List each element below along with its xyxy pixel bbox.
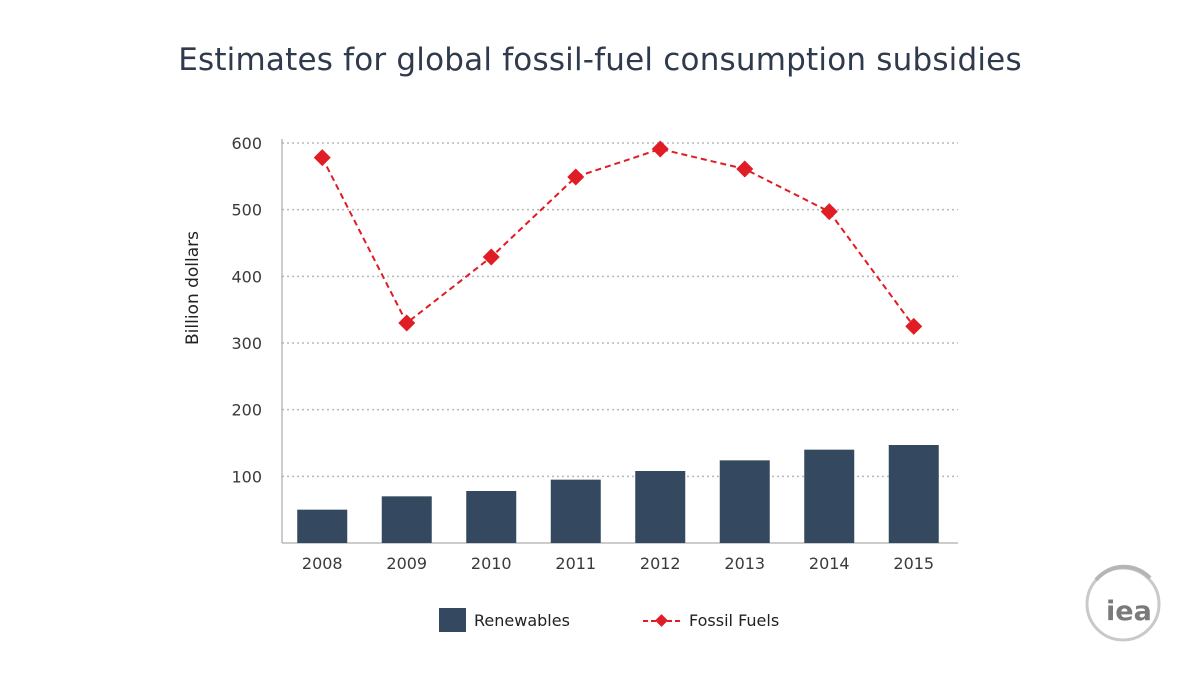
renewables-bar (888, 445, 939, 543)
fossil-fuels-point (820, 203, 838, 221)
fossil-fuels-point (398, 314, 416, 332)
fossil-fuels-point (482, 248, 500, 266)
renewables-bar (550, 479, 601, 543)
legend-fossil-fuels-label: Fossil Fuels (689, 611, 779, 630)
y-tick-label: 500 (231, 201, 262, 220)
x-tick-label: 2009 (386, 554, 427, 573)
x-tick-label: 2013 (724, 554, 765, 573)
x-tick-label: 2010 (471, 554, 512, 573)
fossil-fuels-point (313, 149, 331, 167)
fossil-fuels-polyline (321, 147, 915, 327)
axes (281, 139, 958, 544)
renewables-bars (297, 445, 939, 543)
renewables-bar (804, 449, 855, 543)
renewables-bar (466, 491, 517, 543)
y-tick-label: 200 (231, 401, 262, 420)
y-tick-label: 100 (231, 467, 262, 486)
fossil-fuels-line (313, 140, 923, 335)
fossil-fuels-point (905, 317, 923, 335)
tick-labels: 100 200 300 400 500 600 2008 2009 2010 2011 2012 20… (231, 134, 934, 573)
fossil-fuels-point (567, 168, 585, 186)
legend-renewables-label: Renewables (474, 611, 570, 630)
iea-logo: iea (1085, 564, 1161, 642)
fossil-fuels-point (651, 140, 669, 158)
y-tick-label: 300 (231, 334, 262, 353)
legend-fossil-fuels-marker (655, 614, 668, 627)
y-tick-label: 600 (231, 134, 262, 153)
renewables-bar (719, 460, 770, 543)
x-tick-label: 2012 (640, 554, 681, 573)
renewables-bar (381, 496, 432, 543)
renewables-bar (297, 509, 348, 543)
iea-logo-text: iea (1106, 596, 1152, 627)
grid (282, 142, 958, 478)
legend: Renewables Fossil Fuels (439, 608, 779, 632)
y-axis-label: Billion dollars (183, 231, 203, 345)
y-tick-label: 400 (231, 267, 262, 286)
fossil-fuels-point (736, 160, 754, 178)
renewables-bar (635, 471, 686, 543)
x-tick-label: 2011 (555, 554, 596, 573)
chart-title: Estimates for global fossil-fuel consump… (178, 42, 1022, 78)
x-tick-label: 2015 (893, 554, 934, 573)
x-tick-label: 2014 (809, 554, 850, 573)
legend-renewables-swatch (439, 608, 466, 632)
x-tick-label: 2008 (302, 554, 343, 573)
